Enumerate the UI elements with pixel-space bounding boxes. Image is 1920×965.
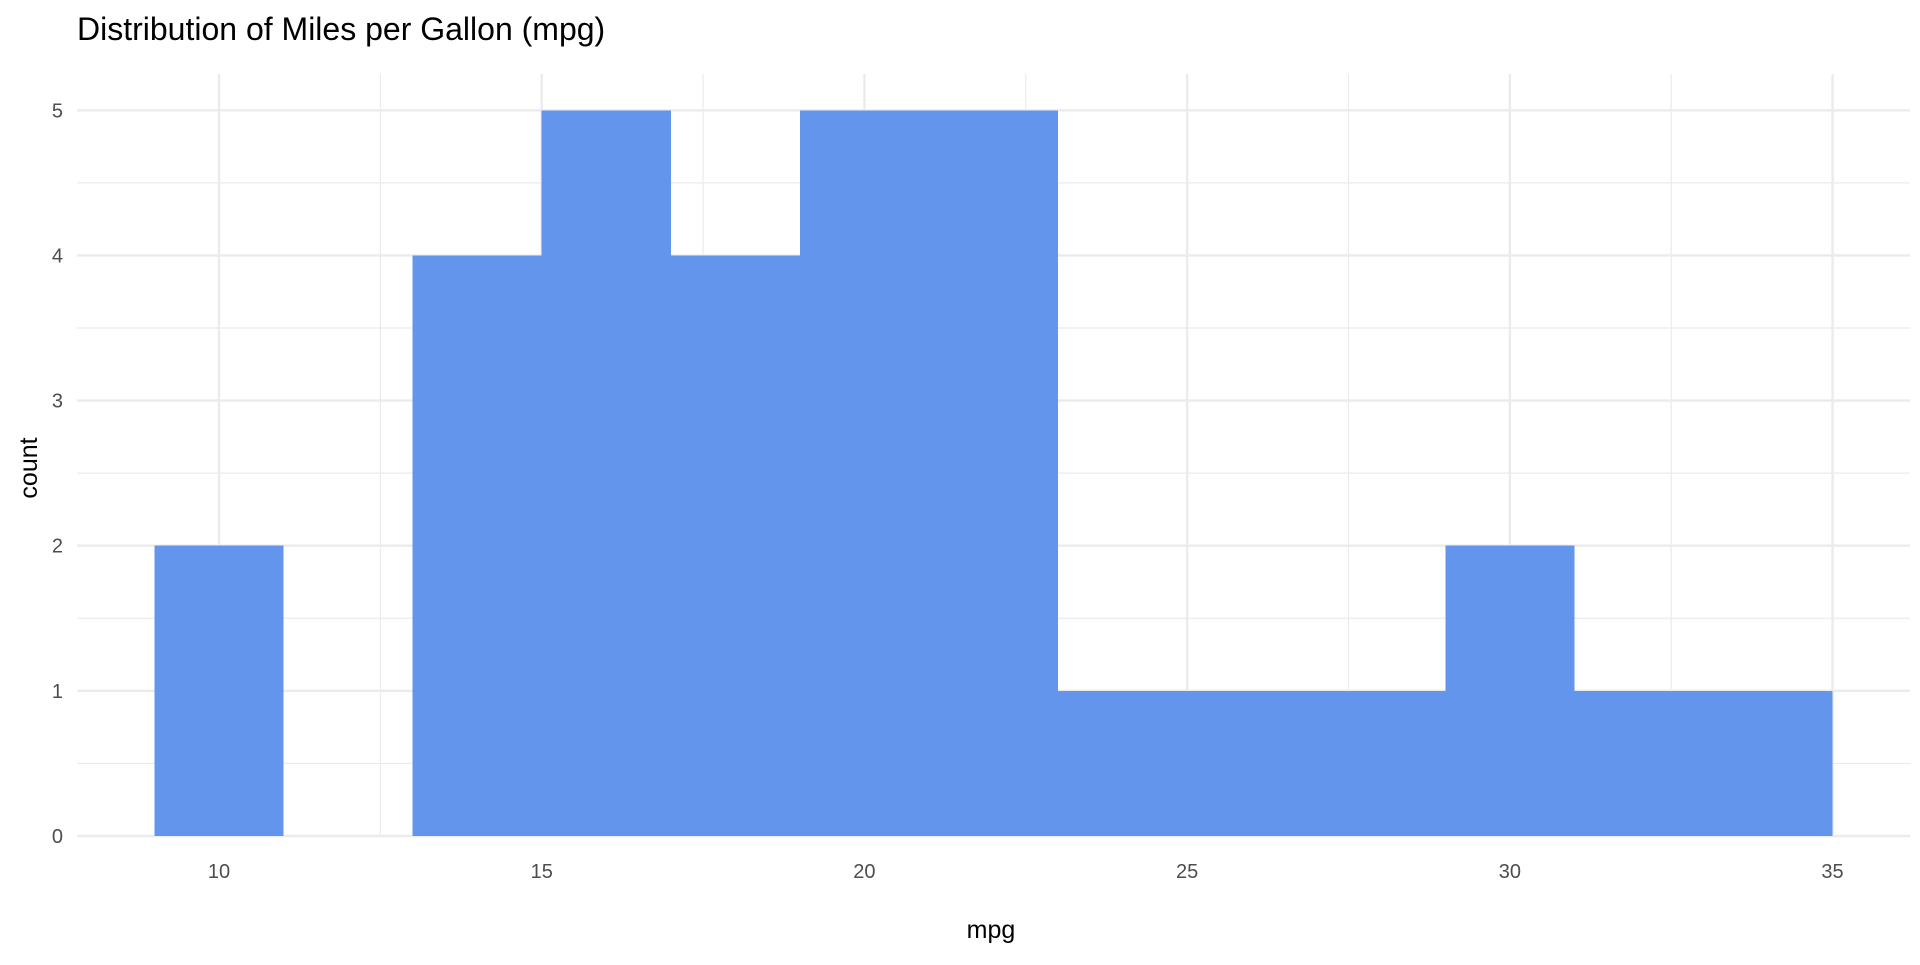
bar-layer [154, 110, 1833, 837]
x-tick-label: 20 [853, 861, 875, 883]
histogram-bar [1058, 690, 1188, 836]
histogram-bar [541, 110, 671, 837]
x-tick-label: 30 [1499, 861, 1521, 883]
y-tick-label: 3 [52, 391, 63, 413]
histogram-bar [1703, 690, 1833, 836]
histogram-bar [670, 255, 800, 836]
x-tick-label: 35 [1821, 861, 1843, 883]
y-tick-label: 2 [52, 536, 63, 558]
x-tick-label: 10 [208, 861, 230, 883]
histogram-bar [1445, 545, 1575, 836]
x-tick-label: 25 [1176, 861, 1198, 883]
y-axis-title: count [15, 437, 43, 498]
histogram-bar [412, 255, 542, 836]
x-tick-label: 15 [531, 861, 553, 883]
histogram-bar [799, 110, 929, 837]
histogram-bar [1316, 690, 1446, 836]
label-layer: 10 15 20 25 30 35 0 1 2 3 4 5 [52, 100, 1844, 883]
histogram-bar [928, 110, 1059, 837]
chart-title: Distribution of Miles per Gallon (mpg) [77, 11, 605, 47]
y-tick-label: 0 [52, 826, 63, 848]
x-axis-title: mpg [967, 916, 1016, 944]
y-tick-label: 4 [52, 245, 63, 267]
histogram-bar [154, 545, 284, 836]
histogram-bar [1187, 690, 1317, 836]
y-tick-label: 1 [52, 681, 63, 703]
y-tick-label: 5 [52, 100, 63, 122]
histogram-bar [1574, 690, 1704, 836]
